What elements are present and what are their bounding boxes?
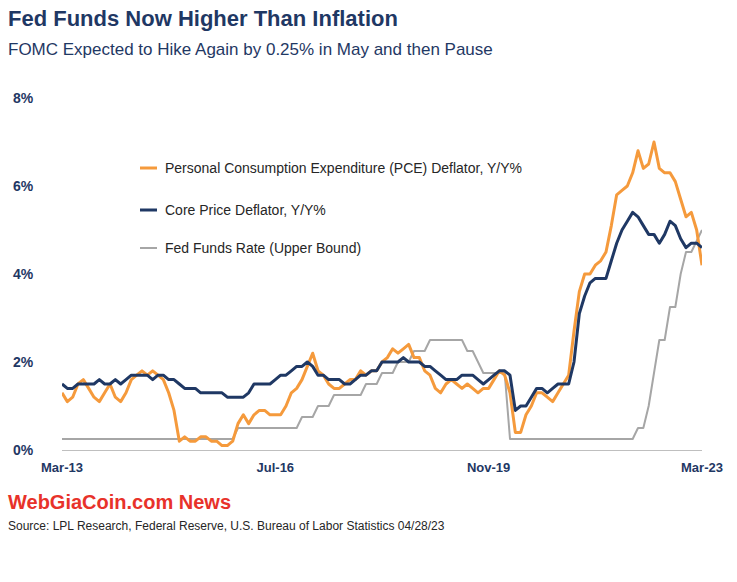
legend: Personal Consumption Expenditure (PCE) D… <box>140 160 522 256</box>
legend-swatch <box>140 167 157 170</box>
watermark: WebGiaCoin.com News <box>8 491 231 513</box>
x-tick-label: Jul-16 <box>257 460 295 475</box>
y-tick-label: 0% <box>13 442 34 458</box>
source: Source: LPL Research, Federal Reserve, U… <box>8 519 445 533</box>
legend-label: Core Price Deflator, Y/Y% <box>165 202 326 218</box>
x-tick-label: Mar-13 <box>41 460 83 475</box>
y-tick-label: 4% <box>13 266 34 282</box>
y-tick-label: 2% <box>13 354 34 370</box>
title: Fed Funds Now Higher Than Inflation <box>8 6 398 31</box>
x-tick-label: Mar-23 <box>681 460 723 475</box>
y-tick-label: 8% <box>13 90 34 106</box>
series-line <box>62 142 702 446</box>
series-line <box>62 212 702 410</box>
series-line <box>62 230 702 439</box>
plot-area <box>62 142 702 446</box>
legend-swatch <box>140 209 157 212</box>
legend-label: Fed Funds Rate (Upper Bound) <box>165 240 361 256</box>
legend-swatch <box>140 247 157 249</box>
x-tick-label: Nov-19 <box>467 460 510 475</box>
chart: Fed Funds Now Higher Than Inflation FOMC … <box>0 0 737 582</box>
y-tick-label: 6% <box>13 178 34 194</box>
subtitle: FOMC Expected to Hike Again by 0.25% in … <box>8 40 493 59</box>
x-axis <box>62 450 702 451</box>
legend-label: Personal Consumption Expenditure (PCE) D… <box>165 160 522 176</box>
